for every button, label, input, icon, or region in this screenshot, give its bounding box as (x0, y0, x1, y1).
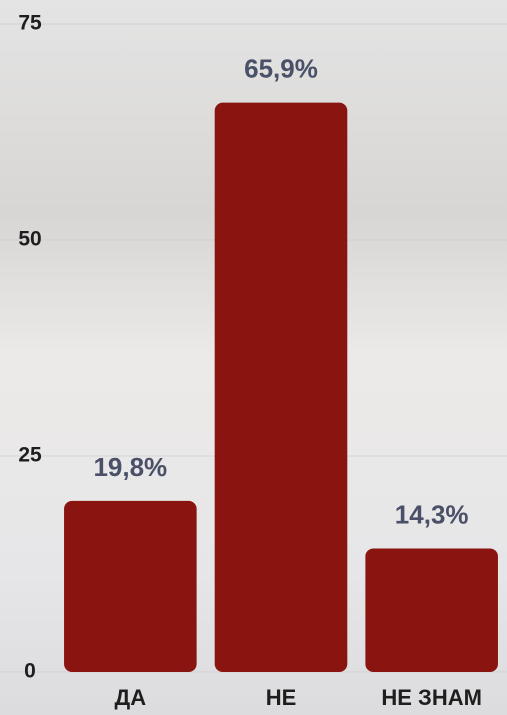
bar (64, 501, 197, 672)
bar (215, 103, 348, 672)
y-tick-label: 75 (18, 12, 42, 35)
y-tick-label: 0 (24, 660, 36, 683)
value-label: 19,8% (93, 452, 167, 482)
chart: 0 25 50 75 19,8% ДА 65,9% НЕ 14,3% НЕ ЗНАМ (0, 0, 507, 715)
x-tick-label: НЕ ЗНАМ (381, 685, 482, 710)
y-tick-label: 50 (18, 228, 41, 251)
bar (365, 548, 498, 672)
value-label: 14,3% (395, 499, 469, 529)
x-tick-label: НЕ (266, 685, 297, 710)
value-label: 65,9% (244, 53, 318, 83)
x-tick-label: ДА (115, 685, 147, 710)
y-tick-label: 25 (18, 444, 42, 467)
